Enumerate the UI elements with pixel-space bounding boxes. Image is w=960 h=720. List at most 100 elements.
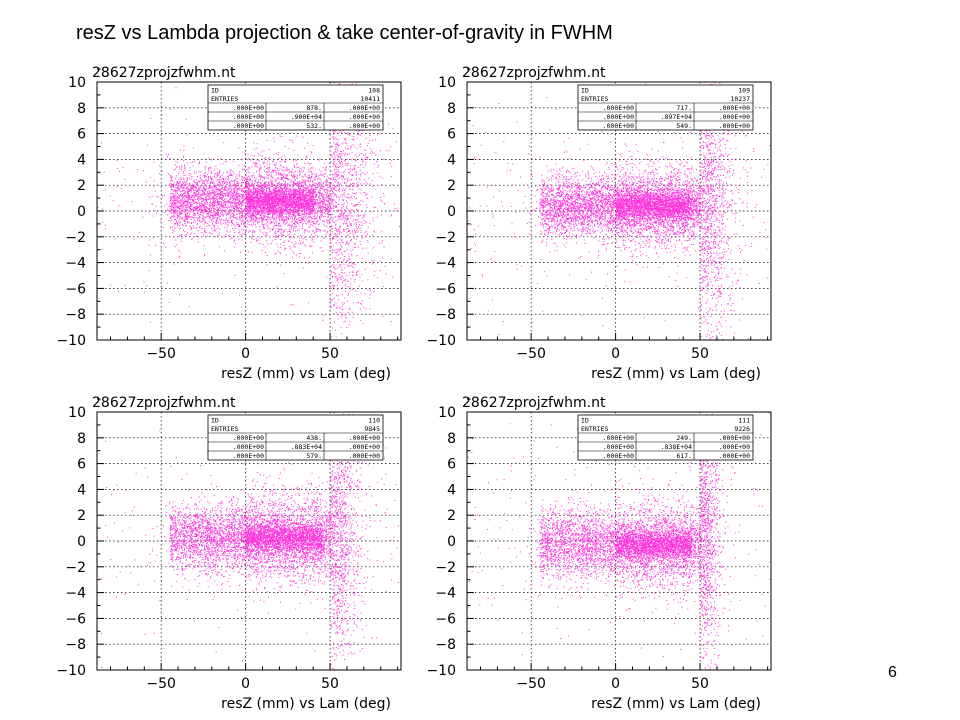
data-point bbox=[207, 196, 209, 198]
data-point bbox=[259, 211, 261, 213]
data-point bbox=[266, 181, 268, 183]
data-point bbox=[291, 220, 293, 222]
data-point bbox=[304, 209, 306, 211]
data-point bbox=[280, 225, 282, 227]
data-point bbox=[180, 206, 182, 208]
data-point bbox=[173, 202, 175, 203]
data-point bbox=[205, 185, 207, 187]
data-point bbox=[258, 175, 260, 177]
data-point bbox=[164, 212, 166, 214]
data-point bbox=[159, 173, 161, 175]
data-point bbox=[258, 218, 260, 219]
data-point bbox=[256, 240, 258, 241]
data-point bbox=[263, 219, 265, 221]
data-point bbox=[279, 193, 281, 195]
data-point bbox=[307, 204, 309, 206]
data-point bbox=[191, 208, 193, 210]
data-point bbox=[266, 184, 268, 186]
data-point bbox=[293, 252, 295, 254]
data-point bbox=[213, 190, 215, 192]
data-point bbox=[232, 195, 234, 197]
data-point bbox=[184, 198, 186, 200]
data-point bbox=[187, 183, 189, 185]
data-point bbox=[318, 195, 320, 197]
data-point bbox=[271, 192, 273, 194]
data-point bbox=[299, 198, 301, 200]
data-point bbox=[186, 195, 187, 197]
data-point bbox=[205, 211, 206, 212]
data-point bbox=[203, 233, 205, 235]
data-point bbox=[293, 206, 295, 208]
data-point bbox=[205, 185, 207, 187]
data-point bbox=[202, 194, 204, 196]
data-point bbox=[170, 199, 172, 201]
data-point bbox=[247, 168, 249, 170]
data-point bbox=[253, 239, 255, 241]
data-point bbox=[241, 178, 243, 180]
data-point bbox=[295, 201, 297, 203]
data-point bbox=[234, 191, 236, 193]
data-point bbox=[200, 196, 202, 198]
data-point bbox=[220, 191, 222, 192]
data-point bbox=[285, 187, 287, 189]
data-point bbox=[284, 182, 286, 184]
data-point bbox=[236, 192, 238, 194]
data-point bbox=[254, 231, 256, 233]
data-point bbox=[171, 226, 173, 228]
data-point bbox=[228, 181, 230, 183]
data-point bbox=[310, 177, 312, 178]
data-point bbox=[315, 204, 317, 206]
data-point bbox=[246, 207, 247, 209]
data-point bbox=[293, 244, 295, 246]
data-point bbox=[320, 229, 321, 231]
data-point bbox=[325, 204, 327, 206]
data-point bbox=[235, 206, 237, 208]
data-point bbox=[160, 201, 162, 203]
data-point bbox=[294, 223, 296, 225]
data-point bbox=[283, 184, 285, 186]
data-point bbox=[304, 173, 306, 175]
data-point bbox=[260, 193, 262, 195]
data-point bbox=[283, 202, 285, 204]
data-point bbox=[250, 208, 252, 209]
data-point bbox=[225, 160, 227, 162]
data-point bbox=[316, 227, 318, 229]
data-point bbox=[281, 199, 283, 201]
slide-title: resZ vs Lambda projection & take center-… bbox=[76, 22, 613, 45]
data-point bbox=[210, 198, 212, 200]
data-point bbox=[309, 170, 311, 172]
data-point bbox=[261, 210, 263, 212]
data-point bbox=[316, 183, 318, 185]
data-point bbox=[255, 240, 257, 242]
data-point bbox=[251, 183, 253, 185]
data-point bbox=[179, 222, 181, 224]
data-point bbox=[245, 213, 247, 214]
data-point bbox=[316, 199, 318, 201]
data-point bbox=[306, 156, 308, 158]
data-point bbox=[188, 206, 190, 208]
data-point bbox=[194, 172, 195, 174]
data-point bbox=[238, 202, 240, 204]
data-point bbox=[329, 195, 331, 197]
data-point bbox=[295, 190, 297, 192]
data-point bbox=[204, 174, 205, 176]
data-point bbox=[237, 222, 239, 224]
data-point bbox=[292, 194, 294, 196]
data-point bbox=[207, 173, 209, 175]
data-point bbox=[327, 206, 328, 208]
data-point bbox=[274, 232, 276, 234]
data-point bbox=[294, 224, 296, 226]
data-point bbox=[209, 214, 211, 216]
data-point bbox=[173, 213, 175, 215]
data-point bbox=[276, 205, 278, 207]
data-point bbox=[203, 207, 205, 209]
data-point bbox=[253, 142, 255, 144]
data-point bbox=[210, 194, 212, 196]
data-point bbox=[251, 180, 253, 182]
data-point bbox=[275, 222, 277, 223]
data-point bbox=[169, 186, 171, 188]
data-point bbox=[191, 217, 193, 218]
data-point bbox=[227, 183, 229, 185]
data-point bbox=[326, 207, 328, 209]
data-point bbox=[294, 183, 296, 185]
